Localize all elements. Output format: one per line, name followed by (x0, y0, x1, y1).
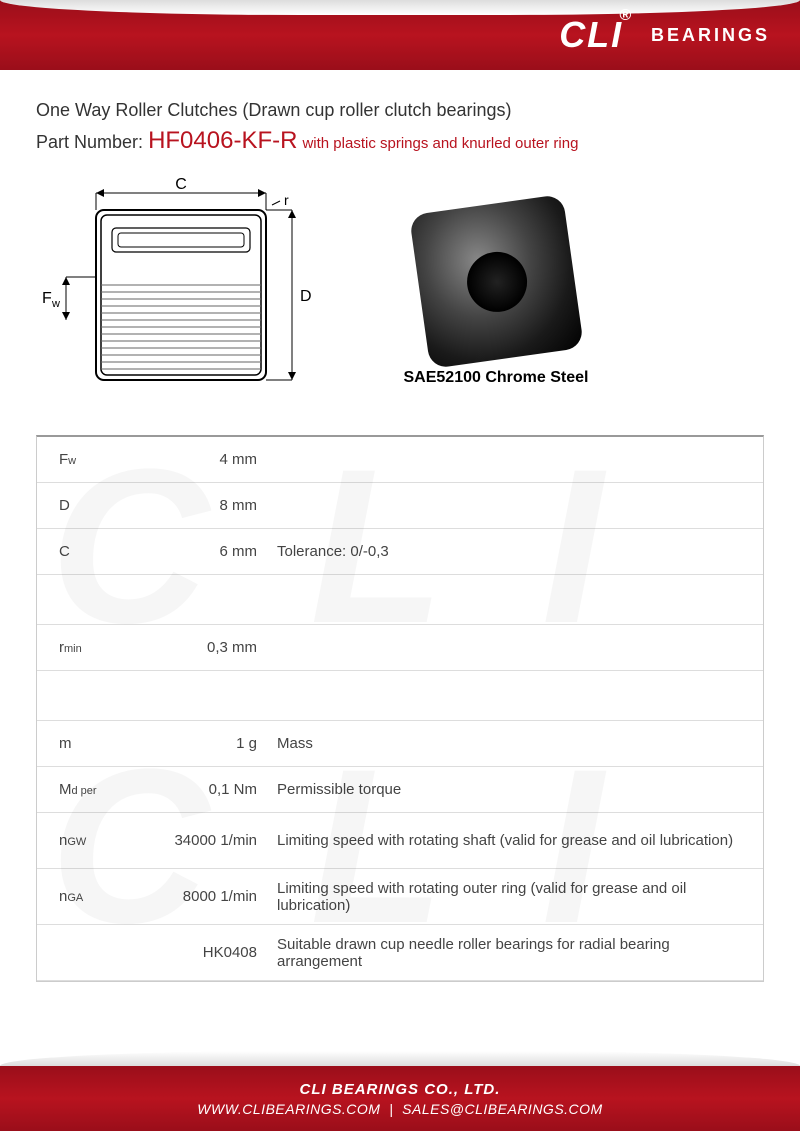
footer-decoration (0, 1051, 800, 1066)
footer-company: CLI BEARINGS CO., LTD. (300, 1081, 501, 1098)
spec-symbol: D (37, 497, 137, 514)
material-label: SAE52100 Chrome Steel (404, 369, 589, 387)
spec-row (37, 575, 763, 625)
diagram-label-c: C (175, 176, 187, 193)
content-area: One Way Roller Clutches (Drawn cup rolle… (0, 70, 800, 1002)
spec-value: 8000 1/min (137, 888, 277, 905)
diagram-label-d: D (300, 288, 312, 305)
footer-email: SALES@CLIBEARINGS.COM (402, 1101, 603, 1117)
spec-note: Permissible torque (277, 781, 763, 798)
product-photo-box: SAE52100 Chrome Steel (376, 175, 616, 415)
spec-row: C6 mmTolerance: 0/-0,3 (37, 529, 763, 575)
spec-symbol: C (37, 543, 137, 560)
part-description: with plastic springs and knurled outer r… (302, 135, 578, 152)
spec-value: 0,1 Nm (137, 781, 277, 798)
spec-row: Md per0,1 NmPermissible torque (37, 767, 763, 813)
spec-note: Suitable drawn cup needle roller bearing… (277, 936, 763, 970)
spec-value: 4 mm (137, 451, 277, 468)
spec-row: D8 mm (37, 483, 763, 529)
footer-contact: WWW.CLIBEARINGS.COM | SALES@CLIBEARINGS.… (197, 1101, 602, 1117)
spec-value: 6 mm (137, 543, 277, 560)
spec-note: Limiting speed with rotating shaft (vali… (277, 832, 763, 849)
spec-value: 1 g (137, 735, 277, 752)
spec-row: nGA8000 1/minLimiting speed with rotatin… (37, 869, 763, 925)
page-header: CLI® BEARINGS (0, 0, 800, 70)
spec-note: Limiting speed with rotating outer ring … (277, 880, 763, 914)
spec-value: 34000 1/min (137, 832, 277, 849)
spec-symbol: Md per (37, 781, 137, 798)
logo-suffix: BEARINGS (651, 25, 770, 46)
spec-value: 0,3 mm (137, 639, 277, 656)
svg-text:w: w (51, 298, 60, 310)
part-number-prefix: Part Number: (36, 132, 143, 152)
images-row: C r (36, 175, 764, 415)
spec-note: Mass (277, 735, 763, 752)
page-footer: CLI BEARINGS CO., LTD. WWW.CLIBEARINGS.C… (0, 1066, 800, 1131)
product-photo (408, 193, 583, 368)
part-number: HF0406-KF-R (148, 127, 297, 154)
header-decoration (0, 0, 800, 15)
spec-row (37, 671, 763, 721)
spec-row: rmin0,3 mm (37, 625, 763, 671)
spec-symbol: nGA (37, 888, 137, 905)
specifications-table: Fw4 mmD8 mmC6 mmTolerance: 0/-0,3rmin0,3… (36, 435, 764, 982)
technical-diagram: C r (36, 175, 316, 415)
spec-note: Tolerance: 0/-0,3 (277, 543, 763, 560)
brand-logo: CLI® BEARINGS (559, 14, 770, 56)
spec-row: nGW34000 1/minLimiting speed with rotati… (37, 813, 763, 869)
registered-icon: ® (619, 7, 633, 24)
spec-value: HK0408 (137, 944, 277, 961)
product-category: One Way Roller Clutches (Drawn cup rolle… (36, 100, 764, 121)
spec-symbol: rmin (37, 639, 137, 656)
part-number-line: Part Number: HF0406-KF-R with plastic sp… (36, 127, 764, 155)
spec-row: HK0408Suitable drawn cup needle roller b… (37, 925, 763, 981)
spec-row: m1 gMass (37, 721, 763, 767)
diagram-label-fw: F (42, 290, 52, 307)
spec-symbol: m (37, 735, 137, 752)
spec-symbol: Fw (37, 451, 137, 468)
diagram-label-r: r (284, 192, 289, 208)
spec-row: Fw4 mm (37, 437, 763, 483)
spec-symbol: nGW (37, 832, 137, 849)
footer-website: WWW.CLIBEARINGS.COM (197, 1101, 380, 1117)
logo-text: CLI® (559, 14, 637, 56)
spec-value: 8 mm (137, 497, 277, 514)
